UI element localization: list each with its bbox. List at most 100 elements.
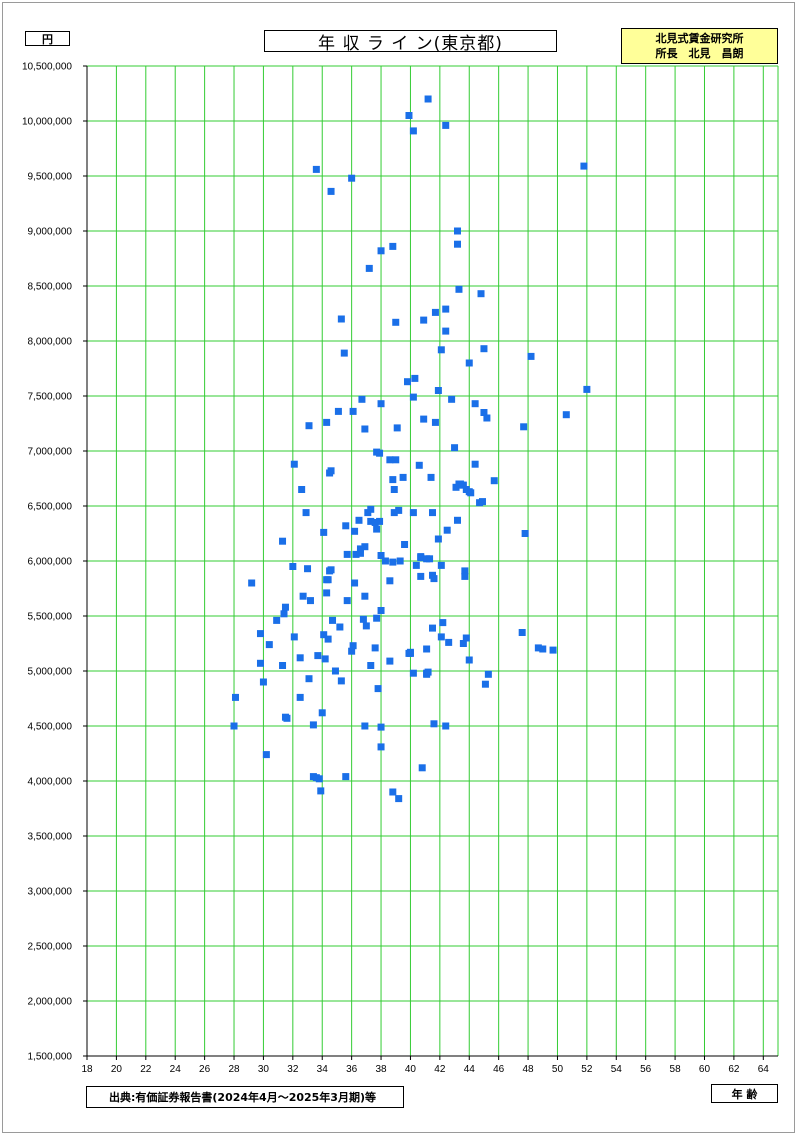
x-axis-label-text: 年 齢	[731, 1087, 758, 1101]
data-point	[248, 579, 256, 587]
data-point	[404, 378, 412, 386]
data-point	[455, 285, 463, 293]
data-point	[392, 318, 400, 326]
data-point	[583, 385, 591, 393]
data-point	[483, 414, 491, 422]
data-point	[377, 723, 385, 731]
y-tick-label: 6,000,000	[28, 557, 73, 568]
data-point	[580, 162, 588, 170]
y-tick-label: 5,000,000	[28, 667, 73, 678]
data-point	[265, 641, 273, 649]
data-point	[376, 449, 384, 457]
data-point	[365, 264, 373, 272]
data-point	[371, 644, 379, 652]
data-point	[392, 456, 400, 464]
data-point	[309, 721, 317, 729]
data-point	[534, 644, 542, 652]
data-point	[318, 709, 326, 717]
y-tick-label: 7,000,000	[28, 447, 73, 458]
data-point	[352, 550, 360, 558]
x-tick-label: 38	[375, 1064, 387, 1075]
data-point	[377, 552, 385, 559]
data-point	[459, 640, 467, 647]
data-point	[321, 655, 329, 663]
data-point	[281, 603, 289, 611]
data-point	[417, 554, 425, 562]
data-point	[337, 677, 345, 685]
data-point	[445, 638, 453, 646]
data-point	[367, 662, 375, 669]
y-tick-label: 8,000,000	[28, 337, 73, 348]
credit-line-1: 北見式賃金研究所	[655, 32, 744, 45]
data-point	[351, 579, 359, 587]
data-point	[283, 714, 291, 722]
data-point	[409, 509, 417, 517]
data-point	[296, 654, 304, 662]
data-point	[389, 476, 397, 484]
data-point	[324, 635, 332, 643]
data-point	[304, 565, 312, 573]
data-point	[430, 575, 438, 583]
data-point	[539, 645, 547, 653]
data-point	[418, 764, 426, 772]
data-point	[296, 693, 304, 701]
data-point	[334, 407, 342, 415]
data-point	[465, 359, 473, 367]
data-point	[290, 460, 298, 468]
data-point	[518, 629, 526, 636]
data-point	[521, 530, 529, 537]
data-point	[327, 467, 335, 475]
data-points	[230, 95, 591, 803]
y-tick-label: 3,500,000	[28, 832, 73, 843]
data-point	[262, 751, 270, 759]
data-point	[361, 543, 369, 551]
y-unit-label: 円	[25, 31, 70, 46]
data-point	[442, 305, 450, 313]
data-point	[348, 647, 356, 655]
data-point	[348, 174, 356, 182]
y-tick-label: 10,000,000	[22, 117, 72, 128]
data-point	[389, 788, 397, 796]
data-point	[312, 165, 320, 173]
data-point	[376, 517, 384, 525]
data-point	[377, 400, 385, 408]
data-point	[461, 567, 469, 575]
data-point	[342, 522, 350, 530]
data-point	[406, 649, 414, 657]
data-point	[377, 743, 385, 751]
y-unit-text: 円	[42, 32, 53, 46]
data-point	[431, 308, 439, 316]
data-point	[459, 481, 467, 489]
data-point	[349, 642, 357, 650]
data-point	[429, 624, 436, 632]
credit-box: 北見式賃金研究所 所長 北見 昌朗	[621, 28, 778, 64]
data-point	[343, 550, 351, 558]
data-point	[420, 415, 428, 423]
data-point	[471, 400, 479, 408]
data-point	[390, 486, 398, 493]
data-point	[374, 685, 382, 693]
data-point	[389, 558, 397, 566]
data-point	[367, 505, 375, 513]
x-tick-label: 30	[258, 1064, 270, 1075]
axes	[83, 65, 778, 1060]
data-point	[462, 634, 470, 642]
data-point	[290, 633, 298, 641]
data-point	[434, 387, 442, 394]
data-point	[393, 424, 401, 432]
data-point	[256, 630, 264, 638]
data-point	[423, 645, 431, 653]
data-point	[411, 374, 419, 382]
data-point	[314, 652, 322, 660]
data-point	[320, 528, 328, 536]
data-point	[327, 187, 335, 195]
data-point	[427, 473, 435, 481]
data-point	[279, 537, 287, 545]
x-tick-label: 46	[493, 1064, 505, 1075]
data-point	[298, 486, 306, 493]
data-point	[448, 395, 456, 403]
x-tick-label: 52	[581, 1064, 593, 1075]
data-point	[401, 541, 409, 548]
tick-labels: 1,500,000 2,000,000 2,500,000 3,000,000 3,50…	[22, 62, 769, 1076]
